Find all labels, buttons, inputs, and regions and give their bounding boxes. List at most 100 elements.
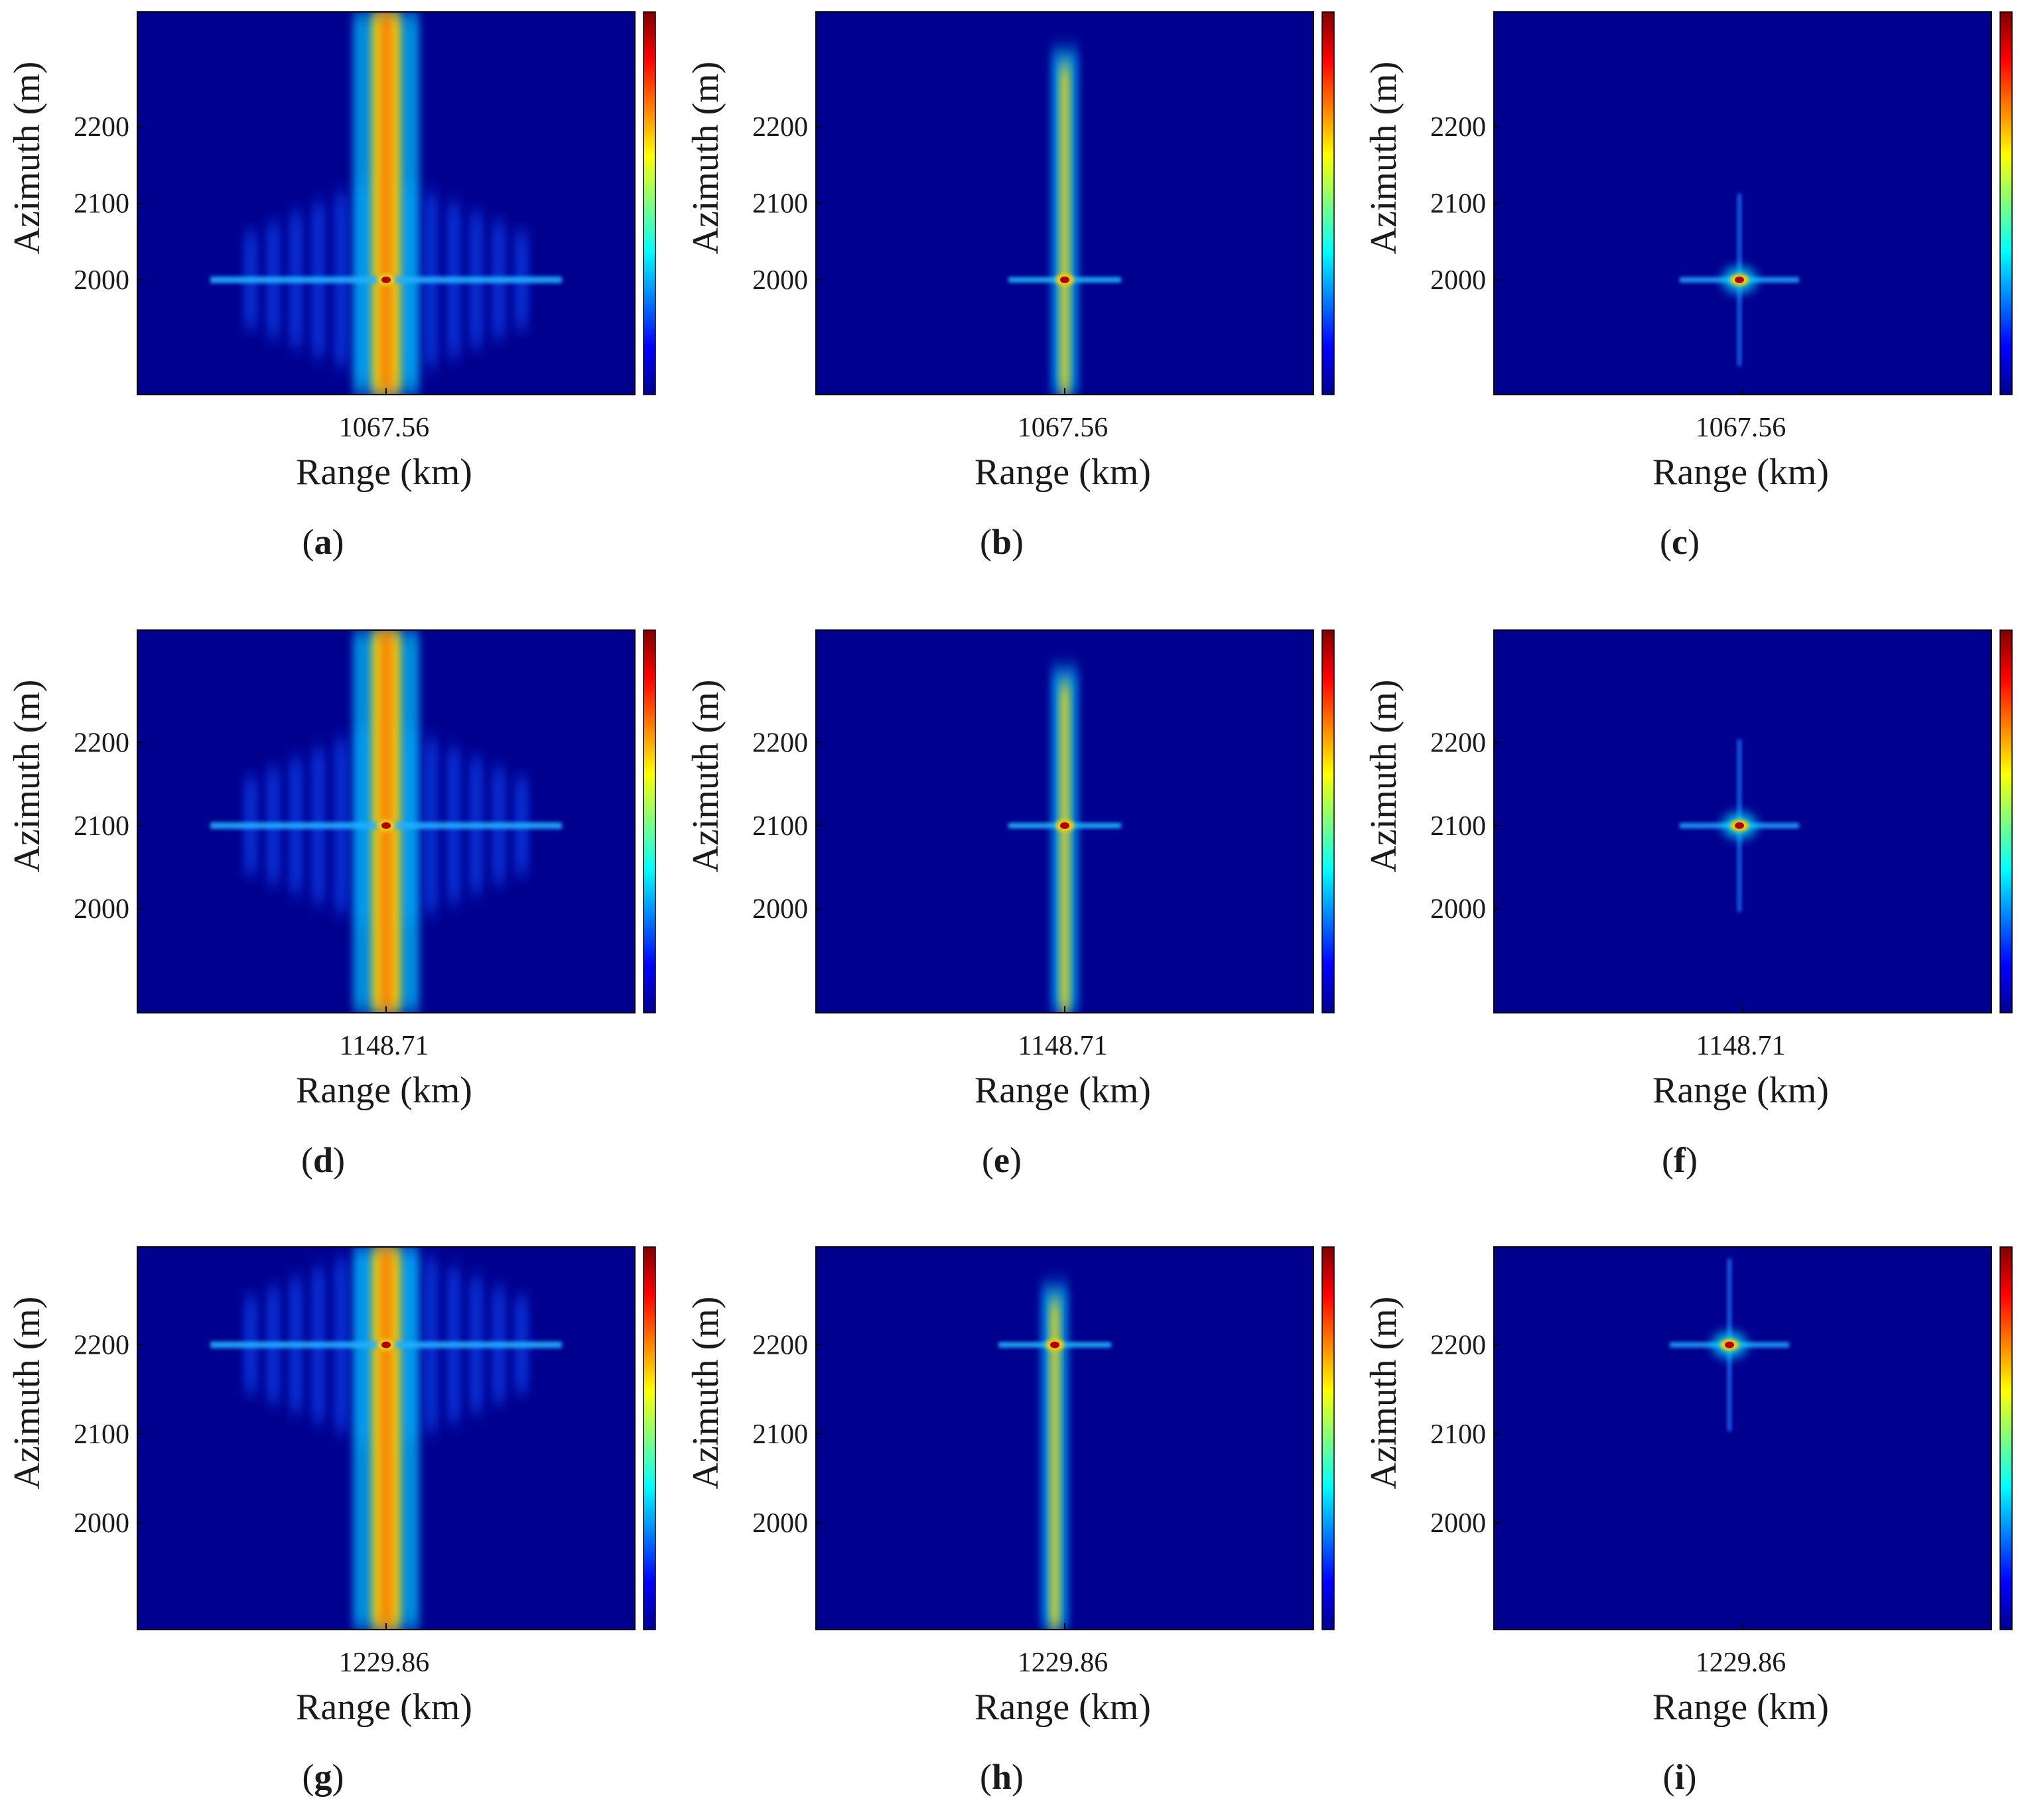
y-axis-label: Azimuth (m) [685,62,726,255]
panel-label: (i) [1663,1757,1697,1797]
colorbar [643,630,655,1013]
target-peak [1050,1341,1059,1348]
heatmap-content [210,12,562,395]
heatmap-content [1670,1258,1789,1431]
main-lobe-peak-column [380,1247,392,1630]
chart-panel-i: 2000 2100 2200 1229.86 Range (km) Azimuth (m)… [1363,1246,2013,1797]
y-tick-label: 2200 [752,728,808,758]
panel-label: (f) [1662,1140,1698,1180]
main-lobe-peak-column [380,12,392,395]
x-tick-label: 1148.71 [1696,1031,1786,1061]
chart-panel-c: 2000 2100 2200 1067.56 Range (km) Azimuth (m)… [1363,11,2013,562]
y-tick-label: 2200 [1430,112,1486,143]
colorbar-frame [1321,1246,1335,1630]
heatmap-content [210,1247,562,1630]
heatmap-content [210,630,562,1013]
target-peak [381,1341,391,1348]
panel-label: (d) [301,1140,345,1180]
y-tick-label: 2100 [74,189,129,220]
x-tick-label: 1067.56 [1696,413,1786,443]
target-peak [1060,822,1069,829]
y-axis-label: Azimuth (m) [7,62,48,255]
colorbar [2000,630,2012,1013]
x-axis-label: Range (km) [975,1070,1151,1111]
heatmap-background [1494,1247,1991,1630]
y-tick-label: 2200 [74,112,129,143]
y-tick-label: 2200 [1430,1331,1486,1361]
main-lobe-core [1060,683,1069,1013]
heatmap-content [1008,668,1121,1013]
y-tick-label: 2100 [752,811,808,842]
chart-panel-h: 2000 2100 2200 1229.86 Range (km) Azimuth (m)… [685,1246,1335,1797]
chart-panel-e: 2000 2100 2200 1148.71 Range (km) Azimuth (m)… [685,629,1335,1180]
panel-label: (b) [980,522,1024,562]
heatmap-content [998,1285,1111,1630]
x-tick-label: 1229.86 [339,1648,430,1678]
colorbar-frame [643,11,656,395]
x-axis-label: Range (km) [296,1687,472,1728]
x-tick-label: 1148.71 [340,1031,429,1061]
panel-label: (c) [1660,522,1700,562]
x-axis-label: Range (km) [296,452,472,493]
chart-panel-a: 2000 2100 2200 1067.56 Range (km) Azimuth (m)… [7,11,656,562]
y-tick-label: 2000 [74,894,129,925]
y-axis-label: Azimuth (m) [1363,680,1404,873]
x-tick-label: 1229.86 [1018,1648,1109,1678]
heatmap-background [1494,12,1991,395]
colorbar [643,12,655,395]
main-lobe-core [1050,1300,1059,1630]
y-tick-label: 2000 [752,265,808,296]
x-tick-label: 1067.56 [1018,413,1109,443]
target-peak [381,276,391,283]
x-tick-label: 1067.56 [339,413,430,443]
y-axis-label: Azimuth (m) [1363,1297,1404,1490]
y-tick-label: 2100 [1430,811,1486,842]
colorbar-frame [1999,629,2013,1013]
y-tick-label: 2100 [74,1419,129,1450]
colorbar-frame [1999,11,2013,395]
target-peak [381,822,391,829]
colorbar-frame [1321,11,1335,395]
y-tick-label: 2200 [74,1331,129,1361]
colorbar [2000,1247,2012,1630]
y-tick-label: 2000 [1430,1508,1486,1539]
y-tick-label: 2200 [74,728,129,758]
y-tick-label: 2000 [74,265,129,296]
y-tick-label: 2000 [752,1508,808,1539]
x-axis-label: Range (km) [1652,1070,1829,1111]
y-tick-label: 2000 [1430,894,1486,925]
y-tick-label: 2200 [1430,728,1486,758]
x-axis-label: Range (km) [975,1687,1151,1728]
y-axis-label: Azimuth (m) [7,680,48,873]
colorbar-frame [643,1246,656,1630]
colorbar-frame [1321,629,1335,1013]
y-tick-label: 2000 [1430,265,1486,296]
y-axis-label: Azimuth (m) [7,1297,48,1490]
y-tick-label: 2100 [1430,1419,1486,1450]
target-peak [1725,1341,1734,1348]
panel-label: (a) [303,522,344,562]
heatmap-content [1008,50,1121,395]
y-tick-label: 2100 [752,1419,808,1450]
x-axis-label: Range (km) [1652,452,1829,493]
colorbar [1322,1247,1334,1630]
colorbar [643,1247,655,1630]
chart-panel-g: 2000 2100 2200 1229.86 Range (km) Azimuth (m)… [7,1246,656,1797]
y-tick-label: 2000 [752,894,808,925]
colorbar-frame [1999,1246,2013,1630]
colorbar [1322,630,1334,1013]
x-axis-label: Range (km) [975,452,1151,493]
heatmap-content [1680,193,1799,366]
y-tick-label: 2200 [752,1331,808,1361]
y-tick-label: 2100 [1430,189,1486,220]
chart-panel-d: 2000 2100 2200 1148.71 Range (km) Azimuth (m)… [7,629,656,1180]
chart-panel-b: 2000 2100 2200 1067.56 Range (km) Azimuth (m)… [685,11,1335,562]
colorbar [2000,12,2012,395]
y-tick-label: 2100 [74,811,129,842]
main-lobe-core [1060,65,1069,395]
y-tick-label: 2200 [752,112,808,143]
x-axis-label: Range (km) [296,1070,472,1111]
target-peak [1735,276,1744,283]
y-axis-label: Azimuth (m) [685,1297,726,1490]
